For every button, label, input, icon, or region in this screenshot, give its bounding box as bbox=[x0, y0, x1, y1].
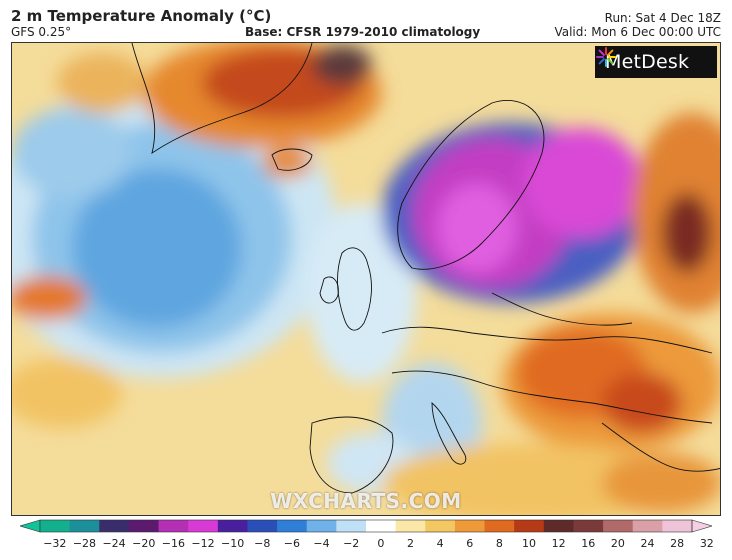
southern-europe-border bbox=[391, 370, 713, 424]
coastlines bbox=[131, 43, 720, 494]
colorbar-tick-label: 10 bbox=[522, 537, 536, 550]
colorbar-tick-label: 6 bbox=[466, 537, 474, 550]
colorbar-segment bbox=[217, 520, 248, 532]
colorbar-segment bbox=[543, 520, 574, 532]
colorbar-tick-label: 12 bbox=[551, 537, 566, 550]
colorbar-tick-label: −16 bbox=[161, 537, 185, 550]
colorbar-tick-labels: −32 −28 −24 −20 −16 −12 −10 −8 −6 −4 −2 0 2 4 6 8 10 12 16… bbox=[0, 537, 732, 553]
colorbar-tick-label: −6 bbox=[283, 537, 301, 550]
colorbar-segment bbox=[573, 520, 604, 532]
colorbar-segment bbox=[454, 520, 486, 532]
iceland-coast bbox=[271, 148, 313, 171]
iberia-coast bbox=[309, 416, 394, 494]
colorbar-tick-label: 4 bbox=[436, 537, 444, 550]
colorbar-tick-label: 8 bbox=[495, 537, 503, 550]
ireland-coast bbox=[319, 276, 339, 304]
colorbar-left-arrow bbox=[20, 519, 41, 533]
colorbar-right-arrow bbox=[691, 519, 712, 533]
colorbar-segment bbox=[336, 520, 367, 532]
colorbar-tick-label: −2 bbox=[343, 537, 360, 550]
metdesk-starburst-icon bbox=[596, 47, 616, 67]
metdesk-logo-text: MetDesk bbox=[605, 51, 690, 73]
colorbar-segment bbox=[306, 520, 337, 532]
colorbar-segment bbox=[247, 520, 278, 532]
colorbar-segment bbox=[99, 520, 130, 532]
colorbar-tick-label: 28 bbox=[670, 537, 685, 550]
colorbar-segment bbox=[662, 520, 693, 532]
metdesk-logo: MetDesk bbox=[595, 46, 717, 78]
colorbar-segment bbox=[366, 520, 397, 532]
colorbar-tick-label: −8 bbox=[254, 537, 271, 550]
valid-time-label: Valid: Mon 6 Dec 00:00 UTC bbox=[554, 25, 721, 39]
chart-title: 2 m Temperature Anomaly (°C) bbox=[11, 7, 272, 25]
greenland-coast bbox=[131, 43, 313, 155]
colorbar-segment bbox=[603, 520, 634, 532]
colorbar-tick-label: 2 bbox=[406, 537, 414, 550]
run-time-label: Run: Sat 4 Dec 18Z bbox=[604, 11, 721, 25]
colorbar-tick-label: −4 bbox=[313, 537, 330, 550]
climatology-base-label: Base: CFSR 1979-2010 climatology bbox=[245, 25, 481, 39]
colorbar-segment bbox=[40, 520, 71, 532]
colorbar-tick-label: −28 bbox=[72, 537, 97, 550]
colorbar-tick-label: −24 bbox=[102, 537, 126, 550]
colorbar bbox=[20, 519, 712, 533]
colorbar-tick-label: −20 bbox=[132, 537, 156, 550]
colorbar-tick-label: 20 bbox=[610, 537, 625, 550]
colorbar-tick-label: 32 bbox=[699, 537, 714, 550]
model-label: GFS 0.25° bbox=[11, 25, 72, 39]
colorbar-tick-label: 0 bbox=[377, 537, 385, 550]
colorbar-segment bbox=[69, 520, 100, 532]
colorbar-tick-label: −10 bbox=[221, 537, 245, 550]
anomaly-field bbox=[12, 43, 720, 515]
colorbar-segment bbox=[188, 520, 219, 532]
colorbar-segment bbox=[425, 520, 456, 532]
colorbar-tick-label: 16 bbox=[581, 537, 596, 550]
colorbar-segment bbox=[277, 520, 308, 532]
colorbar-tick-label: −32 bbox=[43, 537, 67, 550]
great-britain-coast bbox=[337, 247, 372, 331]
baltic-border bbox=[491, 292, 633, 326]
colorbar-segment bbox=[484, 520, 515, 532]
temperature-anomaly-map: MetDesk WXCHARTS.COM bbox=[11, 42, 721, 516]
map-canvas bbox=[12, 43, 720, 515]
colorbar-segment bbox=[128, 520, 160, 532]
colorbar-tick-label: −12 bbox=[191, 537, 215, 550]
colorbar-segment bbox=[632, 520, 663, 532]
italy-coast bbox=[431, 402, 467, 465]
colorbar-outline bbox=[39, 519, 693, 533]
central-europe-border bbox=[381, 326, 713, 354]
colorbar-segment bbox=[395, 520, 426, 532]
wxcharts-watermark: WXCHARTS.COM bbox=[270, 489, 462, 513]
colorbar-segment bbox=[158, 520, 189, 532]
colorbar-segment bbox=[514, 520, 545, 532]
scandinavia-coast bbox=[397, 100, 545, 270]
colorbar-tick-label: 24 bbox=[640, 537, 655, 550]
turkey-coast bbox=[601, 422, 720, 472]
